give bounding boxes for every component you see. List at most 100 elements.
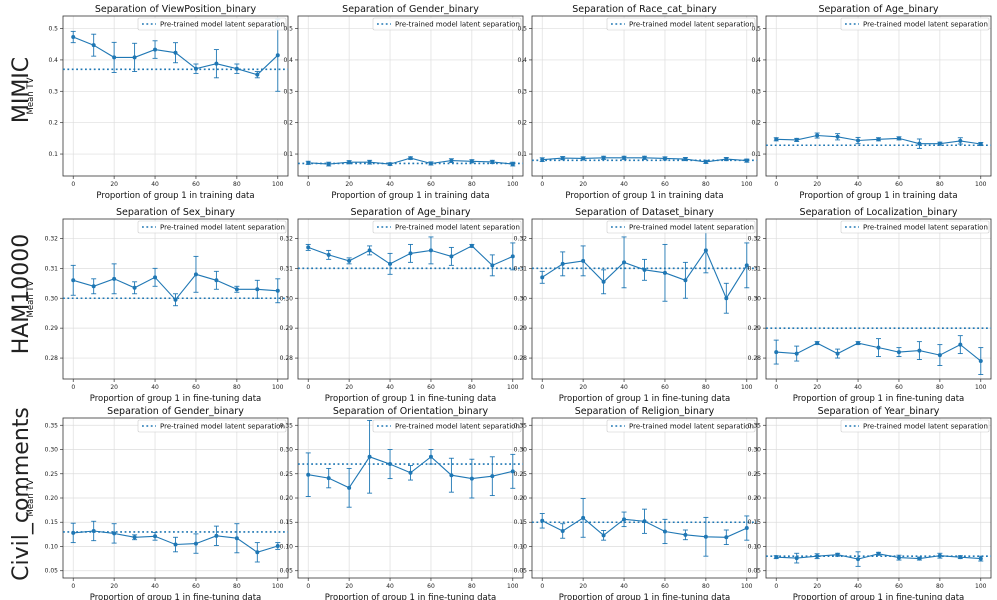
chart-panel: 0 20 40 60 80 100 0.28 0.29 0.30 0.31 0.32 Separati… <box>748 207 992 404</box>
data-point <box>112 55 117 60</box>
data-point <box>193 541 198 546</box>
data-point <box>581 156 586 161</box>
x-tick-label: 60 <box>427 384 435 391</box>
x-tick-label: 40 <box>620 583 628 590</box>
data-point <box>937 141 942 146</box>
x-tick-label: 40 <box>854 181 862 188</box>
x-tick-label: 60 <box>427 181 435 188</box>
x-tick-label: 60 <box>895 384 903 391</box>
data-point <box>540 518 545 523</box>
data-point <box>234 287 239 292</box>
data-point <box>601 533 606 538</box>
x-tick-label: 80 <box>233 583 241 590</box>
x-tick-label: 20 <box>813 181 821 188</box>
y-tick-label: 0.3 <box>751 88 761 95</box>
data-point <box>876 345 881 350</box>
legend-label: Pre-trained model latent separation <box>160 423 285 431</box>
data-point <box>449 254 454 259</box>
x-tick-label: 60 <box>427 583 435 590</box>
x-axis-label: Proportion of group 1 in fine-tuning dat… <box>325 593 497 600</box>
x-tick-label: 20 <box>110 384 118 391</box>
data-point <box>724 535 729 540</box>
y-tick-label: 0.20 <box>748 495 762 502</box>
x-tick-label: 100 <box>507 181 519 188</box>
x-tick-label: 100 <box>741 384 753 391</box>
chart-panel: 0 20 40 60 80 100 0.28 0.29 0.30 0.31 0.32 Separati… <box>26 207 289 404</box>
data-point <box>815 341 820 346</box>
y-tick-label: 0.15 <box>748 519 762 526</box>
data-point <box>214 278 219 283</box>
y-axis-label: Mean TV <box>26 479 36 516</box>
legend-label: Pre-trained model latent separation <box>629 224 754 232</box>
data-point <box>703 534 708 539</box>
x-tick-label: 40 <box>151 583 159 590</box>
data-point <box>91 43 96 48</box>
data-point <box>367 248 372 253</box>
row-label-ham10000: HAM10000 <box>9 234 34 355</box>
data-point <box>856 138 861 143</box>
chart-title: Separation of Orientation_binary <box>333 406 489 417</box>
x-tick-label: 80 <box>233 384 241 391</box>
chart-panel: 0 20 40 60 80 100 0.05 0.10 0.15 0.20 0.25 0.30 0.35… <box>26 406 289 600</box>
data-point <box>469 159 474 164</box>
data-point <box>255 72 260 77</box>
y-tick-label: 0.25 <box>280 471 294 478</box>
chart-title: Separation of Age_binary <box>350 207 470 218</box>
y-tick-label: 0.28 <box>514 355 528 362</box>
x-tick-label: 20 <box>579 181 587 188</box>
x-tick-label: 20 <box>579 583 587 590</box>
x-tick-label: 20 <box>110 181 118 188</box>
data-point <box>469 243 474 248</box>
data-point <box>449 473 454 478</box>
x-tick-label: 60 <box>192 181 200 188</box>
data-point <box>490 159 495 164</box>
data-point <box>367 160 372 165</box>
y-tick-label: 0.15 <box>280 519 294 526</box>
x-tick-label: 100 <box>975 384 987 391</box>
data-point <box>642 519 647 524</box>
y-tick-label: 0.28 <box>45 355 59 362</box>
legend-label: Pre-trained model latent separation <box>395 423 520 431</box>
legend-box <box>840 419 990 433</box>
y-tick-label: 0.31 <box>45 265 59 272</box>
data-point <box>896 555 901 560</box>
legend-box <box>606 419 756 433</box>
plot-frame <box>297 15 524 177</box>
data-point <box>234 66 239 71</box>
legend-label: Pre-trained model latent separation <box>395 21 520 29</box>
data-point <box>214 533 219 538</box>
data-point <box>581 258 586 263</box>
x-tick-label: 100 <box>741 583 753 590</box>
data-point <box>622 517 627 522</box>
data-point <box>71 530 76 535</box>
plot-frame <box>531 15 758 177</box>
x-axis-label: Proportion of group 1 in training data <box>331 191 489 201</box>
data-point <box>214 61 219 66</box>
data-point <box>560 528 565 533</box>
y-tick-label: 0.29 <box>514 325 528 332</box>
legend-box <box>137 220 287 234</box>
y-tick-label: 0.5 <box>517 26 527 33</box>
x-tick-label: 80 <box>702 181 710 188</box>
y-tick-label: 0.3 <box>517 88 527 95</box>
legend-label: Pre-trained model latent separation <box>863 224 988 232</box>
data-point <box>835 351 840 356</box>
chart-title: Separation of Age_binary <box>818 4 938 15</box>
y-tick-label: 0.1 <box>283 151 293 158</box>
data-point <box>132 285 137 290</box>
y-tick-label: 0.5 <box>283 26 293 33</box>
chart-panel: 0 20 40 60 80 100 0.05 0.10 0.15 0.20 0.25 0.30 0.35… <box>514 406 758 600</box>
data-point <box>132 535 137 540</box>
data-point <box>642 155 647 160</box>
x-tick-label: 100 <box>272 583 284 590</box>
data-point <box>958 138 963 143</box>
data-point <box>815 554 820 559</box>
data-point <box>703 248 708 253</box>
data-point <box>112 276 117 281</box>
x-tick-label: 0 <box>71 583 75 590</box>
chart-panel: 0 20 40 60 80 100 0.05 0.10 0.15 0.20 0.25 0.30 0.35… <box>748 406 992 600</box>
data-point <box>978 556 983 561</box>
y-tick-label: 0.30 <box>748 295 762 302</box>
chart-title: Separation of Dataset_binary <box>575 207 714 218</box>
